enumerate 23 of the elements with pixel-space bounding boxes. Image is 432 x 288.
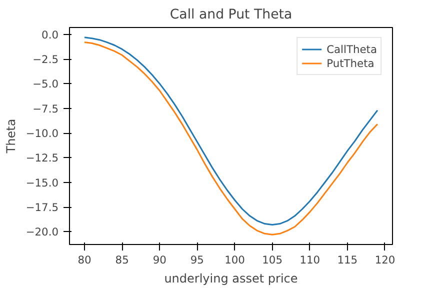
x-tick-label: 100 xyxy=(224,254,246,266)
x-tick-label: 120 xyxy=(374,254,396,266)
x-axis-title: underlying asset price xyxy=(164,272,298,286)
x-tick-label: 115 xyxy=(337,254,358,266)
x-tick-label: 85 xyxy=(115,254,129,266)
y-tick-label: −5.0 xyxy=(32,78,59,91)
y-tick-label: −7.5 xyxy=(32,102,59,116)
y-tick-label: −10.0 xyxy=(26,127,59,140)
x-tick-label: 105 xyxy=(262,254,282,266)
x-tick-label: 80 xyxy=(78,254,92,266)
y-tick-label: −20.0 xyxy=(26,226,59,239)
legend-label: CallTheta xyxy=(326,42,377,56)
y-tick-label: −12.5 xyxy=(26,152,58,165)
y-tick-label: −15.0 xyxy=(26,176,59,190)
x-tick-label: 95 xyxy=(190,254,204,266)
y-tick-label: −17.5 xyxy=(26,201,58,214)
x-tick-label: 110 xyxy=(300,254,320,266)
chart-title: Call and Put Theta xyxy=(170,8,292,22)
y-tick-label: −2.5 xyxy=(32,53,59,66)
y-axis-title: Theta xyxy=(4,118,18,154)
x-tick-label: 90 xyxy=(152,254,167,266)
y-tick-label: 0.0 xyxy=(42,28,59,42)
legend-label: PutTheta xyxy=(326,56,374,70)
